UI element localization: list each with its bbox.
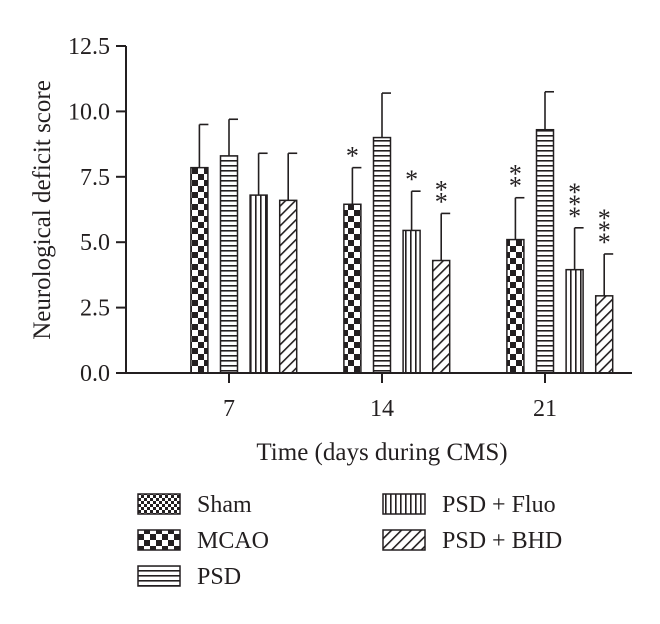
error-bar-psd-fluo-day-14 bbox=[410, 190, 421, 231]
error-bar-psd-bhd-day-7 bbox=[287, 152, 298, 201]
legend-swatch bbox=[382, 529, 426, 551]
error-bar-psd-day-14 bbox=[381, 92, 391, 138]
bar-psd-bhd-day-7 bbox=[278, 199, 298, 374]
x-tick-label: 21 bbox=[533, 396, 557, 422]
significance-mark: * bbox=[568, 202, 581, 231]
legend-label: MCAO bbox=[197, 528, 269, 554]
error-bar-psd-fluo-day-7 bbox=[257, 152, 268, 196]
significance-mark: * bbox=[435, 175, 448, 204]
bar-mcao-day-21 bbox=[506, 238, 525, 374]
y-tick-label: 7.5 bbox=[80, 165, 110, 191]
significance-mark: * bbox=[509, 160, 522, 189]
error-bar-mcao-day-14 bbox=[351, 166, 362, 205]
y-ticks: 0.0 2.5 5.0 7.5 10.0 12.5 bbox=[68, 34, 126, 387]
error-bars-layer bbox=[198, 90, 614, 296]
legend-item-psd: PSD bbox=[137, 564, 241, 590]
bars-layer bbox=[190, 128, 614, 374]
error-bar-psd-bhd-day-21 bbox=[603, 253, 614, 296]
bar-psd-day-7 bbox=[219, 155, 239, 374]
legend-label: PSD bbox=[197, 564, 241, 590]
x-ticks: 7 14 21 bbox=[223, 373, 557, 422]
significance-mark: * bbox=[598, 204, 611, 233]
bar-psd-bhd-day-21 bbox=[594, 295, 614, 374]
error-bar-mcao-day-7 bbox=[198, 123, 209, 168]
legend-label: PSD + BHD bbox=[442, 528, 562, 554]
legend-label: PSD + Fluo bbox=[442, 492, 556, 518]
significance-mark: * bbox=[435, 187, 448, 216]
significance-mark: * bbox=[405, 165, 418, 194]
y-tick-label: 2.5 bbox=[80, 296, 110, 322]
error-bar-psd-day-7 bbox=[228, 118, 238, 156]
bar-mcao-day-14 bbox=[343, 203, 362, 374]
bar-psd-bhd-day-14 bbox=[431, 259, 451, 374]
significance-mark: * bbox=[346, 142, 359, 171]
significance-layer: ************ bbox=[346, 142, 611, 257]
legend-swatch bbox=[137, 565, 181, 587]
significance-mark: * bbox=[568, 178, 581, 207]
x-axis-title: Time (days during CMS) bbox=[256, 439, 507, 466]
y-axis-title: Neurological deficit score bbox=[29, 80, 56, 340]
significance-mark: * bbox=[509, 172, 522, 201]
significance-mark: * bbox=[568, 190, 581, 219]
legend-swatch bbox=[382, 493, 426, 515]
significance-mark: * bbox=[598, 216, 611, 245]
bar-psd-fluo-day-21 bbox=[565, 268, 584, 374]
y-tick-label: 10.0 bbox=[68, 99, 110, 125]
y-tick-label: 0.0 bbox=[80, 361, 110, 387]
bar-psd-day-21 bbox=[535, 128, 555, 374]
legend-swatch bbox=[137, 493, 181, 515]
error-bar-psd-fluo-day-21 bbox=[573, 227, 584, 270]
bar-psd-fluo-day-7 bbox=[249, 194, 268, 374]
legend-item-sham: Sham bbox=[137, 492, 252, 518]
error-bar-mcao-day-21 bbox=[514, 196, 525, 240]
error-bar-psd-bhd-day-14 bbox=[440, 212, 451, 261]
x-tick-label: 7 bbox=[223, 396, 235, 422]
legend-item-mcao: MCAO bbox=[137, 528, 269, 554]
legend-item-psd-fluo: PSD + Fluo bbox=[382, 492, 556, 518]
bar-psd-fluo-day-14 bbox=[402, 229, 421, 374]
legend-label: Sham bbox=[197, 492, 252, 518]
y-tick-label: 5.0 bbox=[80, 230, 110, 256]
legend-item-psd-bhd: PSD + BHD bbox=[382, 528, 562, 554]
bar-psd-day-14 bbox=[372, 136, 392, 374]
legend-swatch bbox=[137, 529, 181, 551]
error-bar-psd-day-21 bbox=[544, 90, 554, 130]
x-tick-label: 14 bbox=[370, 396, 394, 422]
significance-mark: * bbox=[598, 228, 611, 257]
y-tick-label: 12.5 bbox=[68, 34, 110, 60]
bar-mcao-day-7 bbox=[190, 166, 209, 374]
legend: Sham MCAO PSD PSD + Fluo PSD + BHD bbox=[137, 492, 562, 590]
